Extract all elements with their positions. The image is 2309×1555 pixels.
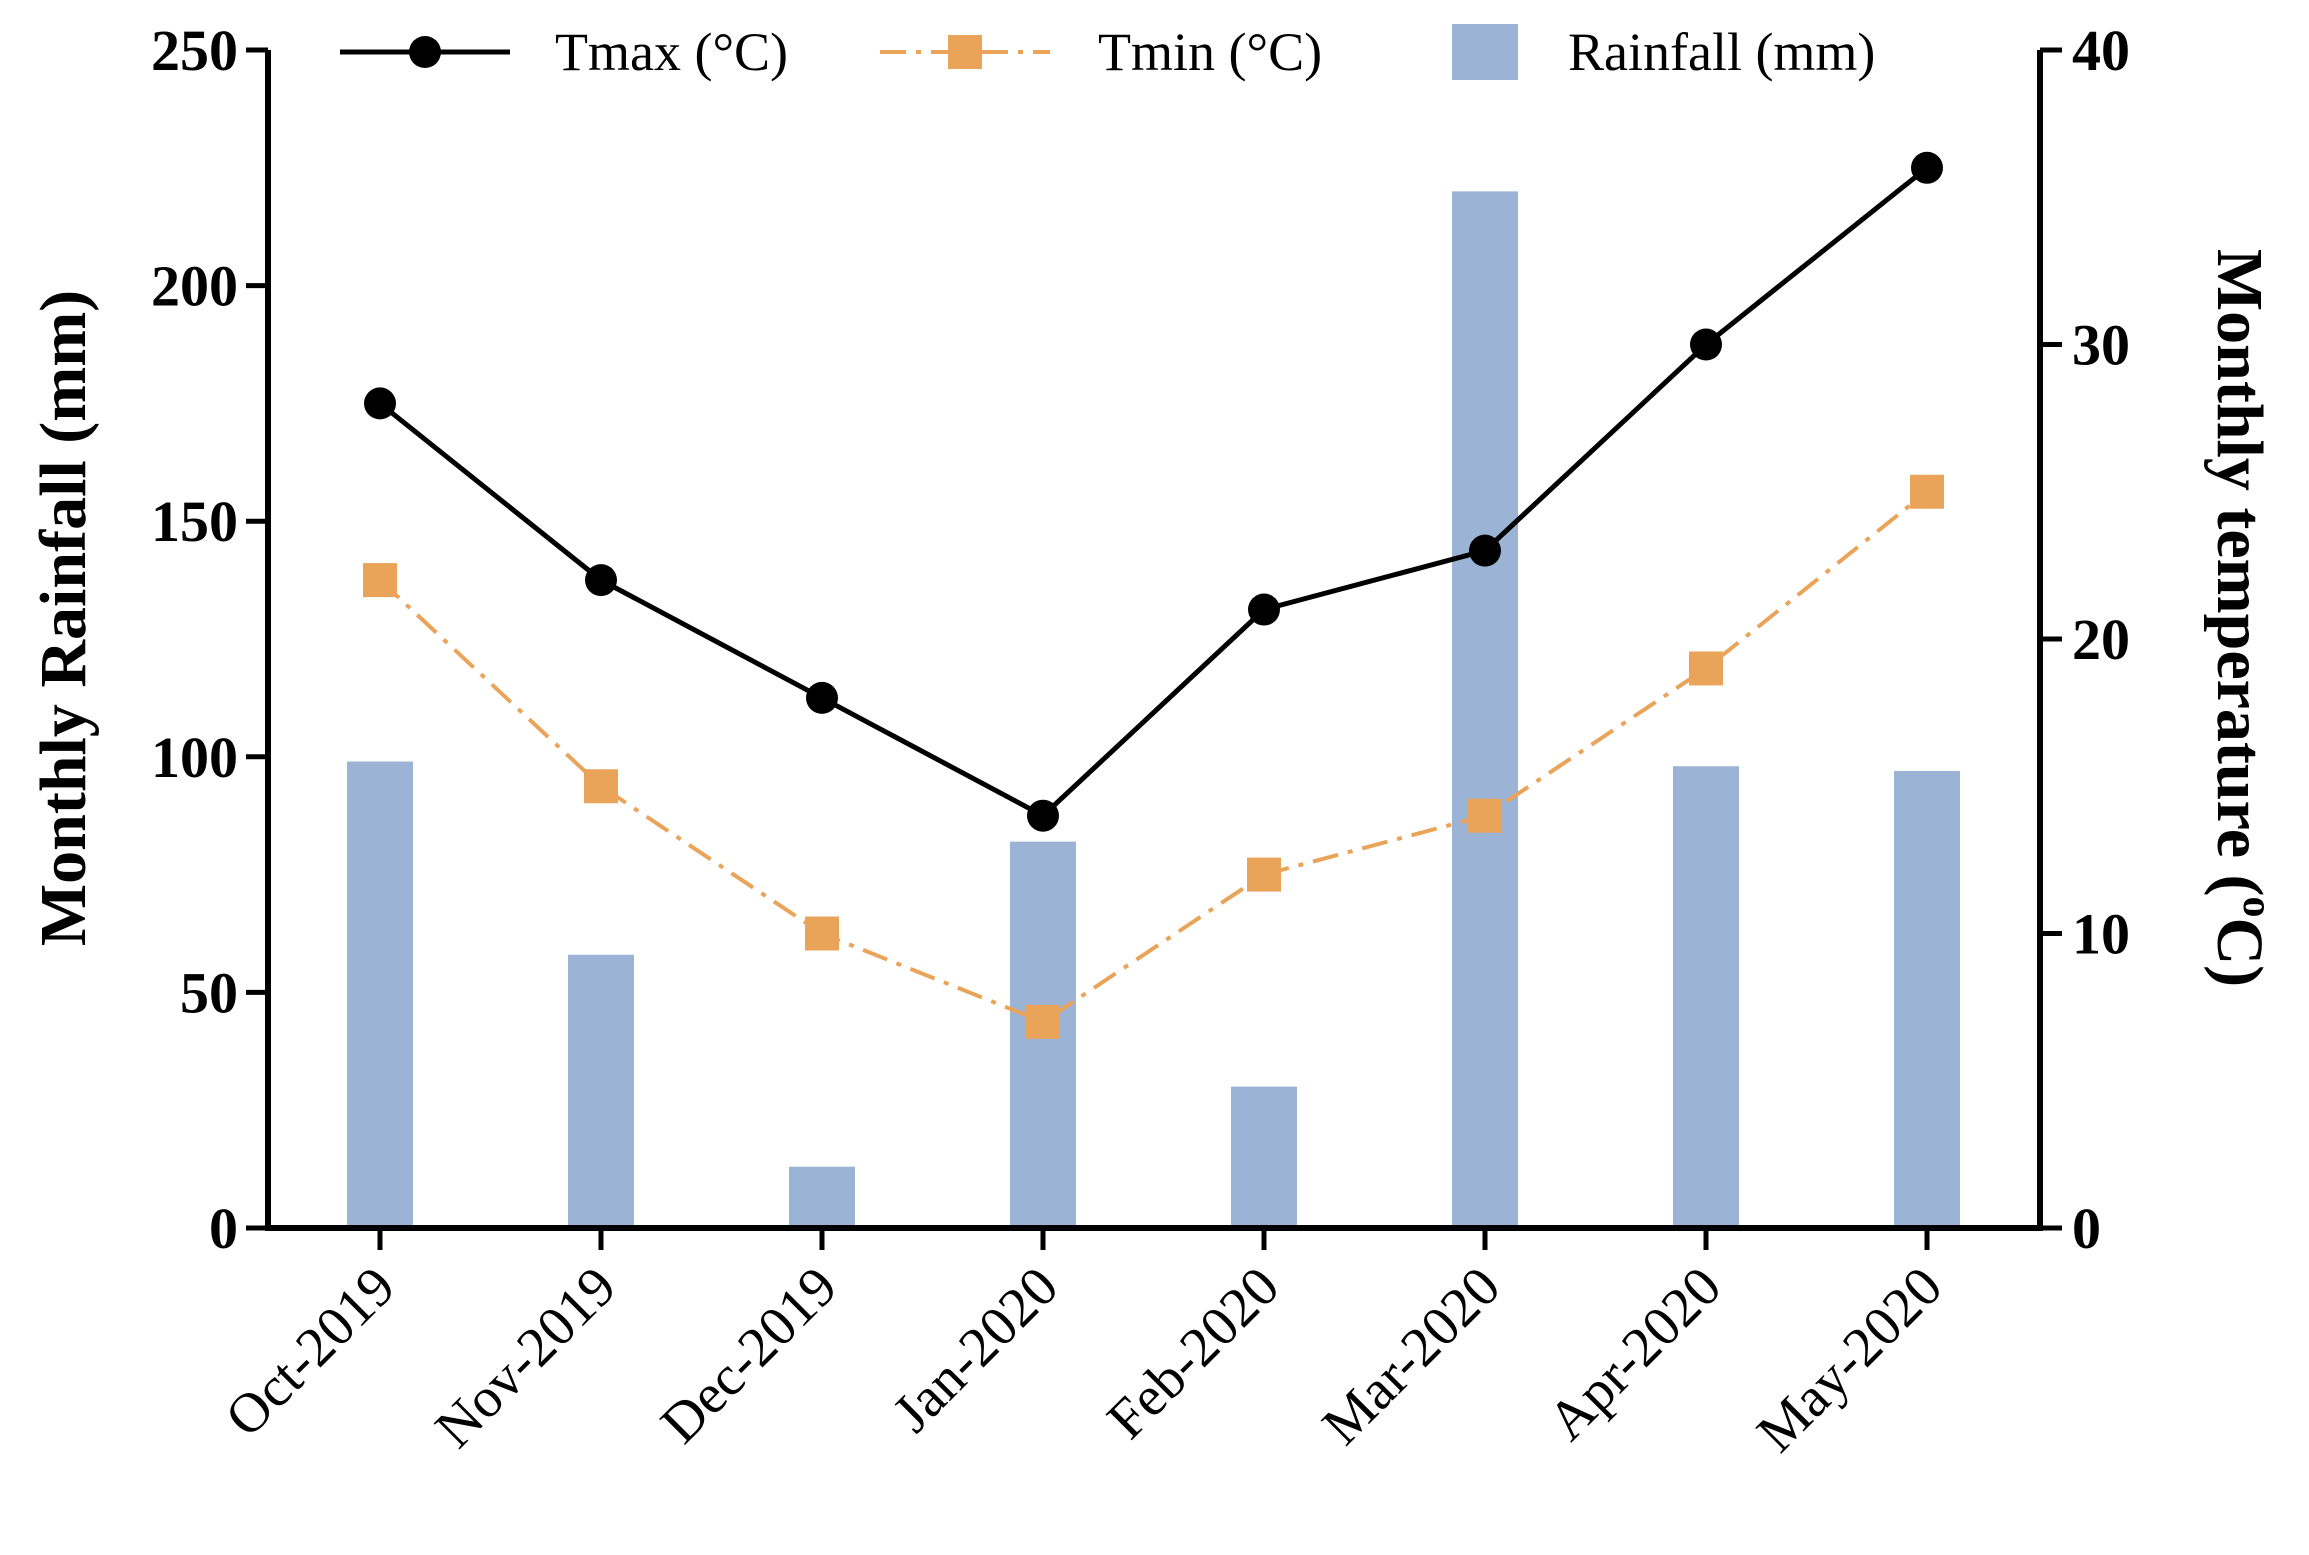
right-tick-label: 20 [2072, 607, 2130, 672]
legend-tmin-label: Tmin (°C) [1098, 22, 1322, 82]
left-tick-label: 150 [151, 489, 238, 554]
rainfall-bar-may-2020 [1894, 770, 1960, 1228]
x-tick-label: Nov-2019 [424, 1255, 628, 1459]
legend-tmin-marker [948, 35, 982, 69]
tmin-point [1689, 651, 1723, 686]
left-tick-label: 0 [209, 1196, 238, 1261]
tmin-point [363, 563, 397, 598]
left-tick-label: 50 [180, 960, 238, 1025]
tmin-point [1247, 857, 1281, 892]
temperature-lines [363, 151, 1944, 1039]
tmax-point [1469, 534, 1501, 567]
right-tick-label: 0 [2072, 1196, 2101, 1261]
right-tick-label: 40 [2072, 18, 2130, 83]
rainfall-bar-apr-2020 [1673, 766, 1739, 1228]
tmax-point [806, 681, 838, 714]
tmin-point [584, 769, 618, 804]
tmax-point [1248, 593, 1280, 626]
rainfall-bar-feb-2020 [1231, 1086, 1297, 1228]
tmax-point [364, 387, 396, 420]
axes: 0 50 100 150 200 250 0 10 20 30 40 Oct-2019 Nov-2019… [151, 18, 2130, 1464]
tmin-point [1026, 1004, 1060, 1039]
tmin-point [1468, 798, 1502, 833]
legend-rainfall-label: Rainfall (mm) [1568, 22, 1875, 82]
right-axis-title-main: Monthly temperature ( [2203, 249, 2276, 897]
tmin-point [1910, 474, 1944, 509]
rainfall-bars [347, 191, 1960, 1229]
left-axis-title: Monthly Rainfall (mm) [27, 290, 100, 946]
x-tick-label: Mar-2020 [1311, 1255, 1512, 1456]
rainfall-bar-mar-2020 [1452, 191, 1518, 1229]
tmin-point [805, 916, 839, 951]
tmax-point [1027, 799, 1059, 832]
right-axis-title: Monthly temperature (oC) [2203, 249, 2280, 987]
right-tick-label: 10 [2072, 902, 2130, 967]
rainfall-bar-oct-2019 [347, 761, 413, 1228]
legend: Tmax (°C) Tmin (°C) Rainfall (mm) [340, 22, 1875, 82]
tmax-point [1690, 328, 1722, 361]
tmax-line [378, 165, 1929, 819]
right-axis-title-end: C) [2203, 917, 2276, 987]
x-tick-label: Oct-2019 [214, 1255, 407, 1448]
left-tick-label: 200 [151, 254, 238, 319]
tmin-line [378, 490, 1929, 1025]
legend-tmax-marker [409, 36, 441, 68]
x-tick-label: May-2020 [1745, 1255, 1954, 1464]
left-tick-label: 100 [151, 725, 238, 790]
legend-tmax-label: Tmax (°C) [555, 22, 788, 82]
rainfall-bar-dec-2019 [789, 1166, 855, 1228]
x-tick-label: Apr-2020 [1536, 1255, 1733, 1452]
tmax-point [1911, 151, 1943, 184]
left-tick-label: 250 [151, 18, 238, 83]
x-tick-label: Jan-2020 [881, 1255, 1070, 1444]
x-tick-label: Feb-2020 [1096, 1255, 1292, 1451]
legend-rainfall-swatch [1452, 24, 1518, 80]
rainfall-bar-nov-2019 [568, 954, 634, 1228]
tmax-point [585, 564, 617, 597]
right-axis-title-sup: o [2234, 896, 2280, 917]
right-tick-label: 30 [2072, 313, 2130, 378]
x-tick-label: Dec-2019 [649, 1255, 849, 1455]
